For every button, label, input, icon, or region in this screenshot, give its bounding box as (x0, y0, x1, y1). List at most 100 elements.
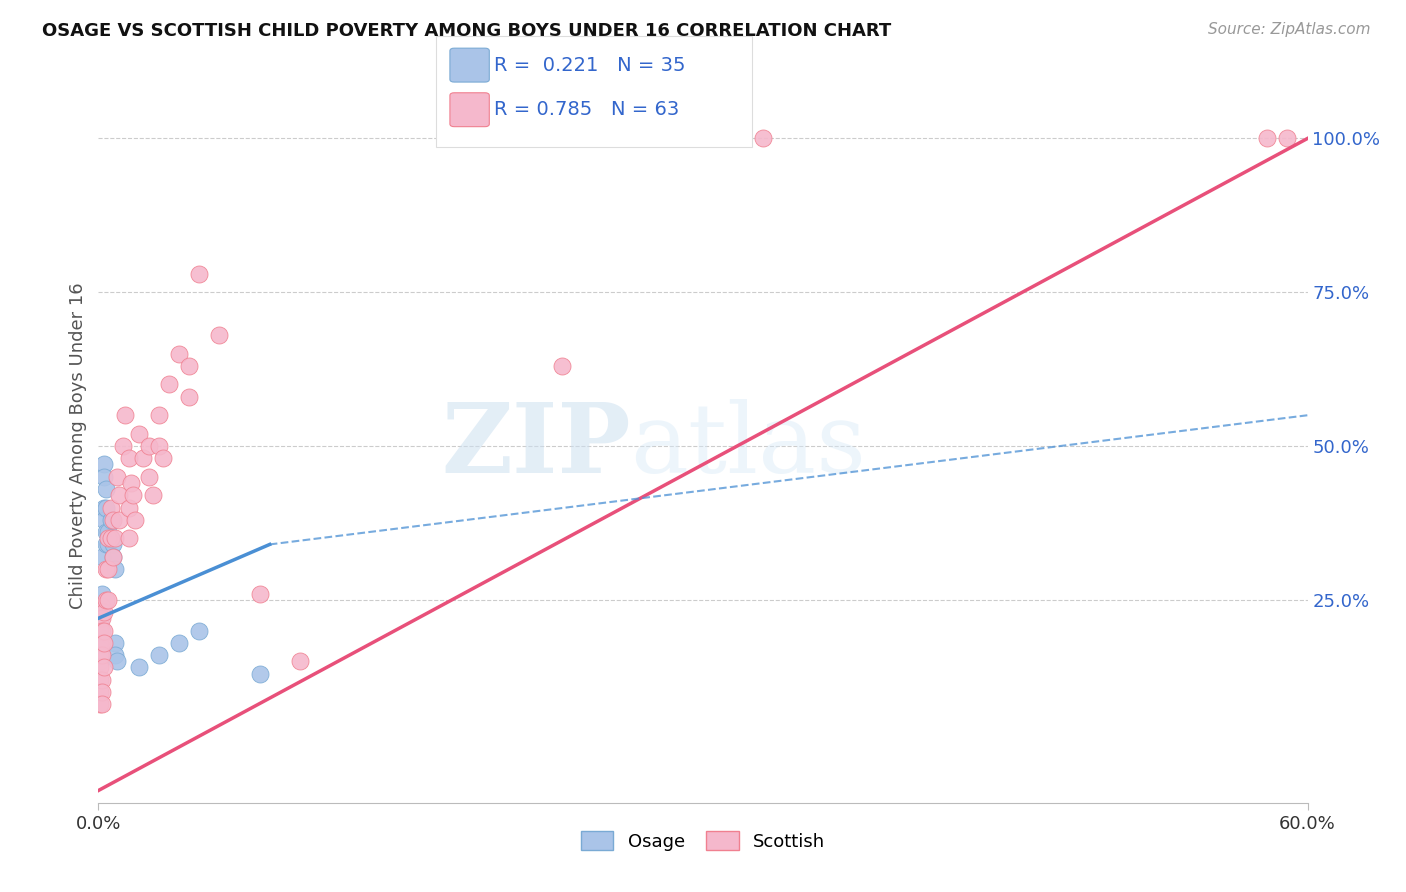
Point (1256, 131, 1278, 145)
Point (138, 469, 160, 483)
Point (91, 549, 114, 564)
Point (103, 531, 125, 545)
Point (111, 439, 134, 453)
Point (120, 475, 142, 490)
Point (93, 500, 115, 515)
Point (124, 513, 146, 527)
Point (89, 685, 111, 699)
Point (118, 500, 141, 515)
Point (96, 525, 118, 540)
Point (288, 654, 311, 668)
Point (101, 537, 124, 551)
Point (89, 624, 111, 638)
Point (100, 531, 122, 545)
Point (89, 648, 111, 662)
Point (97, 537, 120, 551)
Point (91, 611, 114, 625)
Point (89, 624, 111, 638)
Point (103, 648, 125, 662)
Point (93, 624, 115, 638)
Point (208, 328, 231, 343)
Point (91, 648, 114, 662)
Point (103, 636, 125, 650)
Point (96, 562, 118, 576)
Point (179, 359, 201, 373)
Point (167, 347, 190, 361)
Legend: Osage, Scottish: Osage, Scottish (574, 824, 832, 858)
Point (97, 562, 120, 576)
Point (101, 513, 124, 527)
Point (89, 648, 111, 662)
Point (97, 592, 120, 607)
Point (89, 636, 111, 650)
Point (91, 636, 114, 650)
Point (167, 636, 190, 650)
Point (118, 531, 141, 545)
Point (89, 660, 111, 674)
Point (118, 451, 141, 466)
Point (692, 131, 714, 145)
Text: R = 0.785   N = 63: R = 0.785 N = 63 (494, 100, 679, 120)
Point (1277, 131, 1299, 145)
Point (89, 654, 111, 668)
Point (101, 549, 124, 564)
Point (148, 439, 170, 453)
Point (91, 587, 114, 601)
Point (91, 605, 114, 619)
Text: Source: ZipAtlas.com: Source: ZipAtlas.com (1208, 22, 1371, 37)
Point (89, 636, 111, 650)
Point (96, 537, 118, 551)
Point (157, 377, 180, 392)
Point (89, 617, 111, 632)
Point (96, 500, 118, 515)
Point (105, 654, 128, 668)
Point (97, 525, 120, 540)
Point (148, 409, 170, 423)
Point (148, 648, 170, 662)
Point (101, 549, 124, 564)
Point (752, 131, 775, 145)
Point (100, 500, 122, 515)
Point (89, 673, 111, 687)
Point (91, 698, 114, 712)
Point (96, 592, 118, 607)
Point (89, 630, 111, 644)
Point (93, 660, 115, 674)
Point (96, 482, 118, 496)
Point (91, 624, 114, 638)
Text: atlas: atlas (630, 399, 866, 493)
Y-axis label: Child Poverty Among Boys Under 16: Child Poverty Among Boys Under 16 (69, 283, 87, 609)
Point (138, 439, 160, 453)
Point (107, 488, 129, 502)
Point (100, 513, 122, 527)
Point (128, 426, 150, 441)
Point (103, 562, 125, 576)
Point (89, 611, 111, 625)
Point (93, 469, 115, 483)
Point (142, 488, 165, 502)
Point (93, 513, 115, 527)
Point (121, 488, 143, 502)
Point (128, 660, 150, 674)
Point (179, 390, 201, 404)
Text: R =  0.221   N = 35: R = 0.221 N = 35 (494, 55, 685, 75)
Point (91, 685, 114, 699)
Point (105, 469, 128, 483)
Point (93, 458, 115, 472)
Point (249, 666, 271, 681)
Point (91, 673, 114, 687)
Point (91, 599, 114, 613)
Point (152, 451, 174, 466)
Point (93, 605, 115, 619)
Point (188, 624, 211, 638)
Point (711, 131, 734, 145)
Point (132, 451, 155, 466)
Point (93, 636, 115, 650)
Point (89, 698, 111, 712)
Point (89, 611, 111, 625)
Point (91, 599, 114, 613)
Point (107, 513, 129, 527)
Point (114, 409, 136, 423)
Text: OSAGE VS SCOTTISH CHILD POVERTY AMONG BOYS UNDER 16 CORRELATION CHART: OSAGE VS SCOTTISH CHILD POVERTY AMONG BO… (42, 22, 891, 40)
Point (188, 267, 211, 281)
